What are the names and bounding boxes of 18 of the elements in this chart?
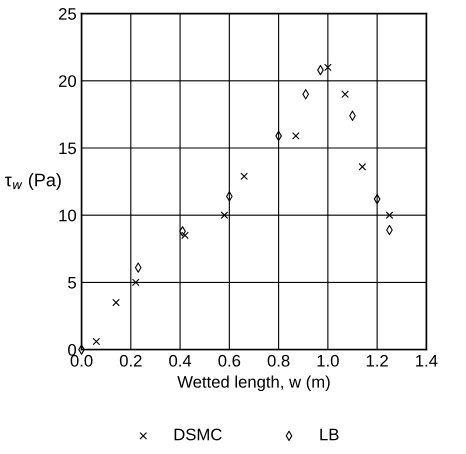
x-tick-label: 0.2 [120,354,142,367]
y-tick-label: 20 [58,75,76,88]
y-axis-title: τ$_{w}$ (Pa) [4,173,61,190]
y-tick-label: 0 [68,344,76,356]
x-axis-title: Wetted length, w (m) [177,376,330,392]
x-tick-label: 1.0 [318,354,339,367]
x-tick-label: 1.2 [366,354,388,367]
legend-label: LB [320,428,339,440]
y-tick-label: 15 [59,142,76,154]
y-tick-label: 5 [68,276,76,289]
y-tick-label: 10 [59,210,76,222]
x-tick-label: 0.0 [70,354,92,367]
x-tick-label: 0.6 [218,354,240,367]
x-tick-label: 0.4 [169,354,192,367]
x-tick-label: 1.4 [416,355,438,367]
y-tick-label: 25 [58,8,76,20]
legend-label: DSMC [174,428,222,440]
x-tick-label: 0.8 [268,354,290,367]
